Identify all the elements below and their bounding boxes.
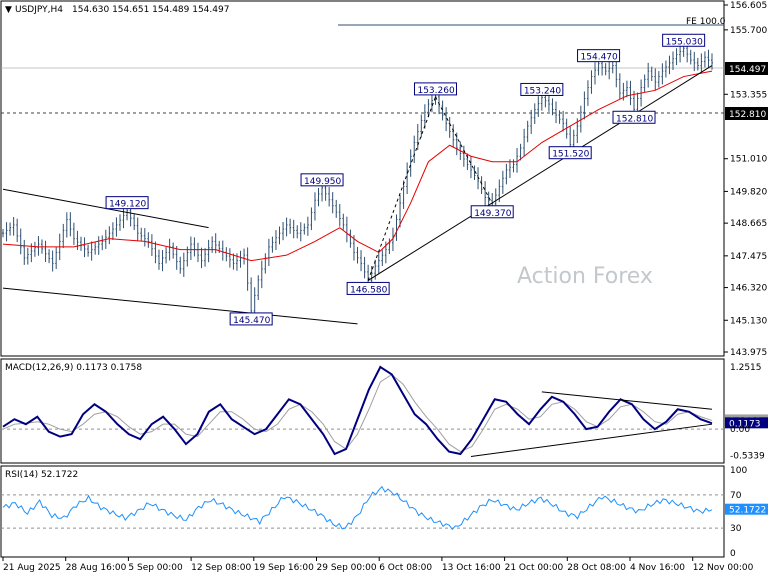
dashed-projection-line — [367, 96, 436, 281]
macd-tick-label: 1.2515 — [730, 363, 762, 373]
price-tick-label: 146.320 — [730, 284, 767, 294]
level-annotation-box — [346, 281, 390, 295]
trendline — [367, 65, 713, 281]
time-tick-label: 6 Oct 08:00 — [379, 563, 432, 573]
level-annotation-text: 154.470 — [581, 53, 618, 63]
rsi-value-tag-text: 52.1722 — [729, 506, 766, 516]
price-tick-label: 147.475 — [730, 252, 767, 262]
level-annotation-box — [229, 312, 273, 326]
time-tick-label: 12 Sep 08:00 — [191, 563, 251, 573]
level-annotation-text: 152.810 — [616, 114, 653, 124]
chart-ohlc: 154.630 154.651 154.489 154.497 — [72, 5, 229, 15]
level-annotation-text: 151.520 — [552, 150, 589, 160]
level-annotation-box — [470, 205, 514, 219]
dashed-projection-line — [435, 96, 493, 205]
marked-level-tag — [725, 107, 768, 120]
price-tick-label: 156.605 — [730, 1, 767, 11]
rsi-tick-label: 30 — [730, 524, 742, 534]
macd-panel-frame — [0, 358, 725, 464]
rsi-tick-label: 70 — [730, 491, 742, 501]
trendline — [2, 287, 358, 325]
time-tick-label: 4 Nov 16:00 — [630, 563, 685, 573]
level-annotation-box — [520, 82, 564, 96]
level-annotation-box — [300, 173, 344, 187]
level-annotation-box — [577, 49, 621, 63]
macd-value-tag — [725, 417, 768, 429]
time-tick-label: 21 Oct 00:00 — [505, 563, 564, 573]
price-tick-label: 145.130 — [730, 316, 767, 326]
macd-title: MACD(12,26,9) 0.1173 0.1758 — [5, 363, 142, 373]
price-tick-label: 153.355 — [730, 90, 767, 100]
price-tick-label: 151.010 — [730, 155, 767, 165]
macd-trendline — [470, 423, 713, 458]
level-annotation-text: 145.470 — [233, 316, 270, 326]
time-tick-label: 28 Aug 16:00 — [66, 563, 127, 573]
time-tick-label: 19 Sep 16:00 — [254, 563, 314, 573]
level-annotation-text: 149.370 — [474, 209, 511, 219]
time-tick-label: 29 Sep 00:00 — [317, 563, 377, 573]
time-tick-label: 21 Aug 2025 — [3, 563, 61, 573]
level-annotation-box — [548, 146, 592, 160]
rsi-panel-frame — [0, 465, 725, 558]
time-tick-label: 28 Oct 08:00 — [567, 563, 626, 573]
level-annotation-text: 153.240 — [524, 86, 561, 96]
level-annotation-text: 153.260 — [417, 86, 454, 96]
rsi-tick-label: 100 — [730, 466, 747, 476]
macd-signal-line — [2, 373, 713, 453]
chart-symbol: USDJPY,H4 — [15, 5, 63, 15]
level-annotation-box — [662, 33, 706, 47]
price-panel-frame — [0, 0, 725, 357]
symbol-collapse-icon[interactable]: ▼ — [5, 5, 12, 15]
level-annotation-text: 149.950 — [304, 177, 341, 187]
level-annotation-box — [413, 82, 457, 96]
rsi-line — [2, 485, 713, 531]
fe-level-label: FE 100.0 — [686, 17, 726, 27]
time-tick-label: 13 Oct 16:00 — [442, 563, 501, 573]
marked-level-tag-text: 152.810 — [729, 110, 766, 120]
ema-line — [2, 70, 713, 262]
macd-value-tag-text: 0.1173 — [729, 419, 761, 429]
level-annotation-text: 146.580 — [350, 285, 387, 295]
rsi-tick-label: 0 — [730, 549, 736, 559]
time-tick-label: 12 Nov 00:00 — [693, 563, 754, 573]
macd-main-line — [2, 365, 713, 456]
level-annotation-text: 155.030 — [666, 37, 703, 47]
price-tick-label: 148.665 — [730, 219, 767, 229]
time-tick-label: 5 Sep 00:00 — [128, 563, 183, 573]
macd-tick-label: 0.00 — [730, 425, 750, 435]
price-tick-label: 155.700 — [730, 26, 767, 36]
macd-trendline — [541, 391, 713, 410]
macd-tick-label: -0.5339 — [730, 452, 765, 462]
price-tick-label: 143.975 — [730, 348, 767, 358]
price-tick-label: 149.820 — [730, 187, 767, 197]
rsi-value-tag — [725, 503, 768, 515]
current-price-tag — [725, 62, 768, 75]
current-price-tag-text: 154.497 — [729, 65, 766, 75]
watermark: Action Forex — [517, 264, 653, 289]
level-annotation-box — [105, 196, 149, 210]
rsi-title: RSI(14) 52.1722 — [5, 470, 78, 480]
level-annotation-text: 149.120 — [109, 200, 146, 210]
level-annotation-box — [612, 110, 656, 124]
